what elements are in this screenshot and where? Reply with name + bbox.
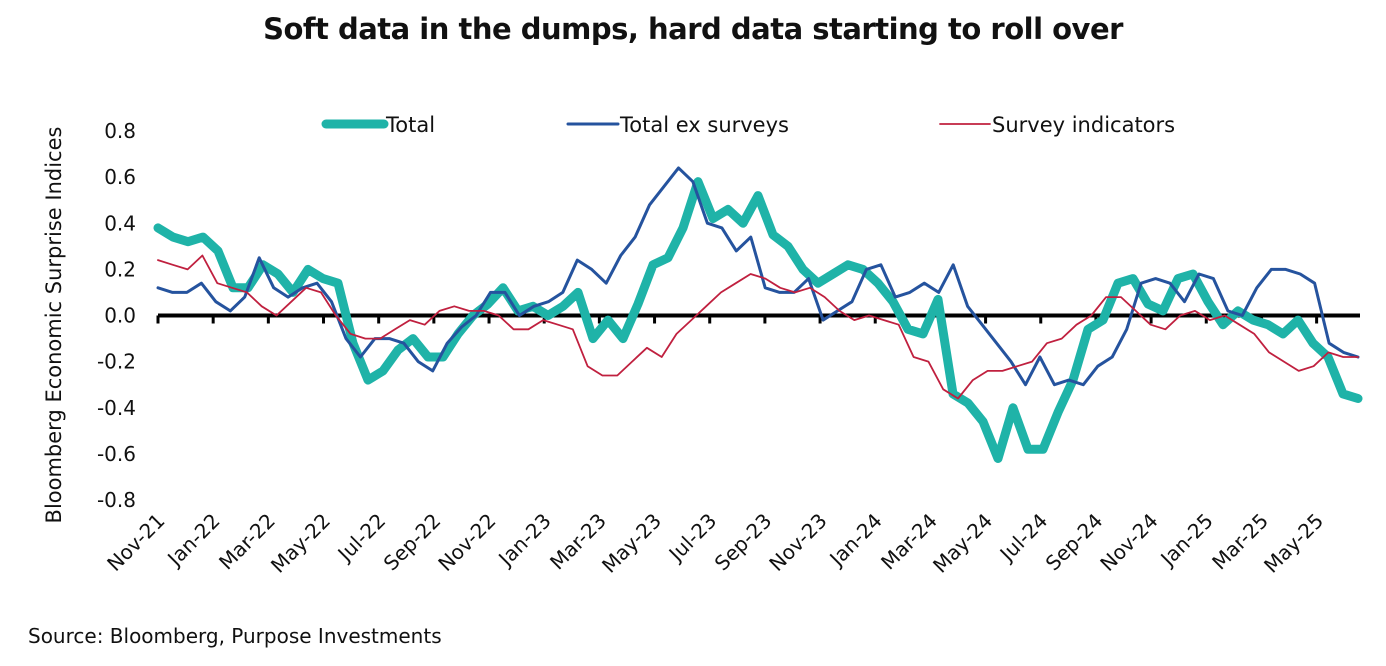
y-tick-label: -0.2 [97,350,136,374]
x-tick-label: Nov-24 [1095,509,1162,576]
x-tick-label: Jan-23 [492,509,555,572]
y-axis-title-group: Bloomberg Economic Surprise Indices [42,127,66,524]
series-line-survey-indicators [157,254,1359,400]
legend-label: Total [385,113,435,137]
y-tick-label: 0.8 [104,119,136,143]
x-tick-label: May-24 [928,509,997,578]
x-tick-label: Jan-25 [1155,509,1218,572]
series-group [153,166,1363,463]
legend: Total Total ex surveys Survey indicators [321,113,1175,137]
y-tick-label: 0.2 [104,257,136,281]
x-tick-label: Nov-21 [102,509,169,576]
legend-label: Total ex surveys [619,113,789,137]
y-tick-label: -0.4 [97,396,136,420]
x-tick-label: Nov-23 [764,509,831,576]
x-tick-label: May-22 [266,509,335,578]
y-axis-title: Bloomberg Economic Surprise Indices [42,127,66,524]
x-tick-label: May-25 [1259,509,1328,578]
y-tick-label: 0.6 [104,165,136,189]
chart-title: Soft data in the dumps, hard data starti… [263,12,1123,46]
y-tick-label: 0.4 [104,211,136,235]
zero-axis-group [156,313,1360,324]
x-axis: Nov-21Jan-22Mar-22May-22Jul-22Sep-22Nov-… [102,509,1328,578]
y-tick-label: -0.6 [97,442,136,466]
x-tick-label: Sep-24 [1041,509,1108,576]
x-tick-label: Sep-23 [710,509,777,576]
x-tick-label: Nov-22 [433,509,500,576]
y-tick-label: -0.8 [97,488,136,512]
y-axis: 0.8 0.6 0.4 0.2 0.0 -0.2 -0.4 -0.6 -0.8 [97,119,136,512]
source-note: Source: Bloomberg, Purpose Investments [28,624,442,648]
x-tick-label: Jan-24 [823,509,886,572]
x-tick-label: May-23 [597,509,666,578]
y-tick-label: 0.0 [104,304,136,328]
x-tick-label: Jan-22 [161,509,224,572]
series-line-total-ex-surveys [156,166,1360,387]
x-tick-label: Sep-22 [379,509,446,576]
legend-label: Survey indicators [992,113,1175,137]
